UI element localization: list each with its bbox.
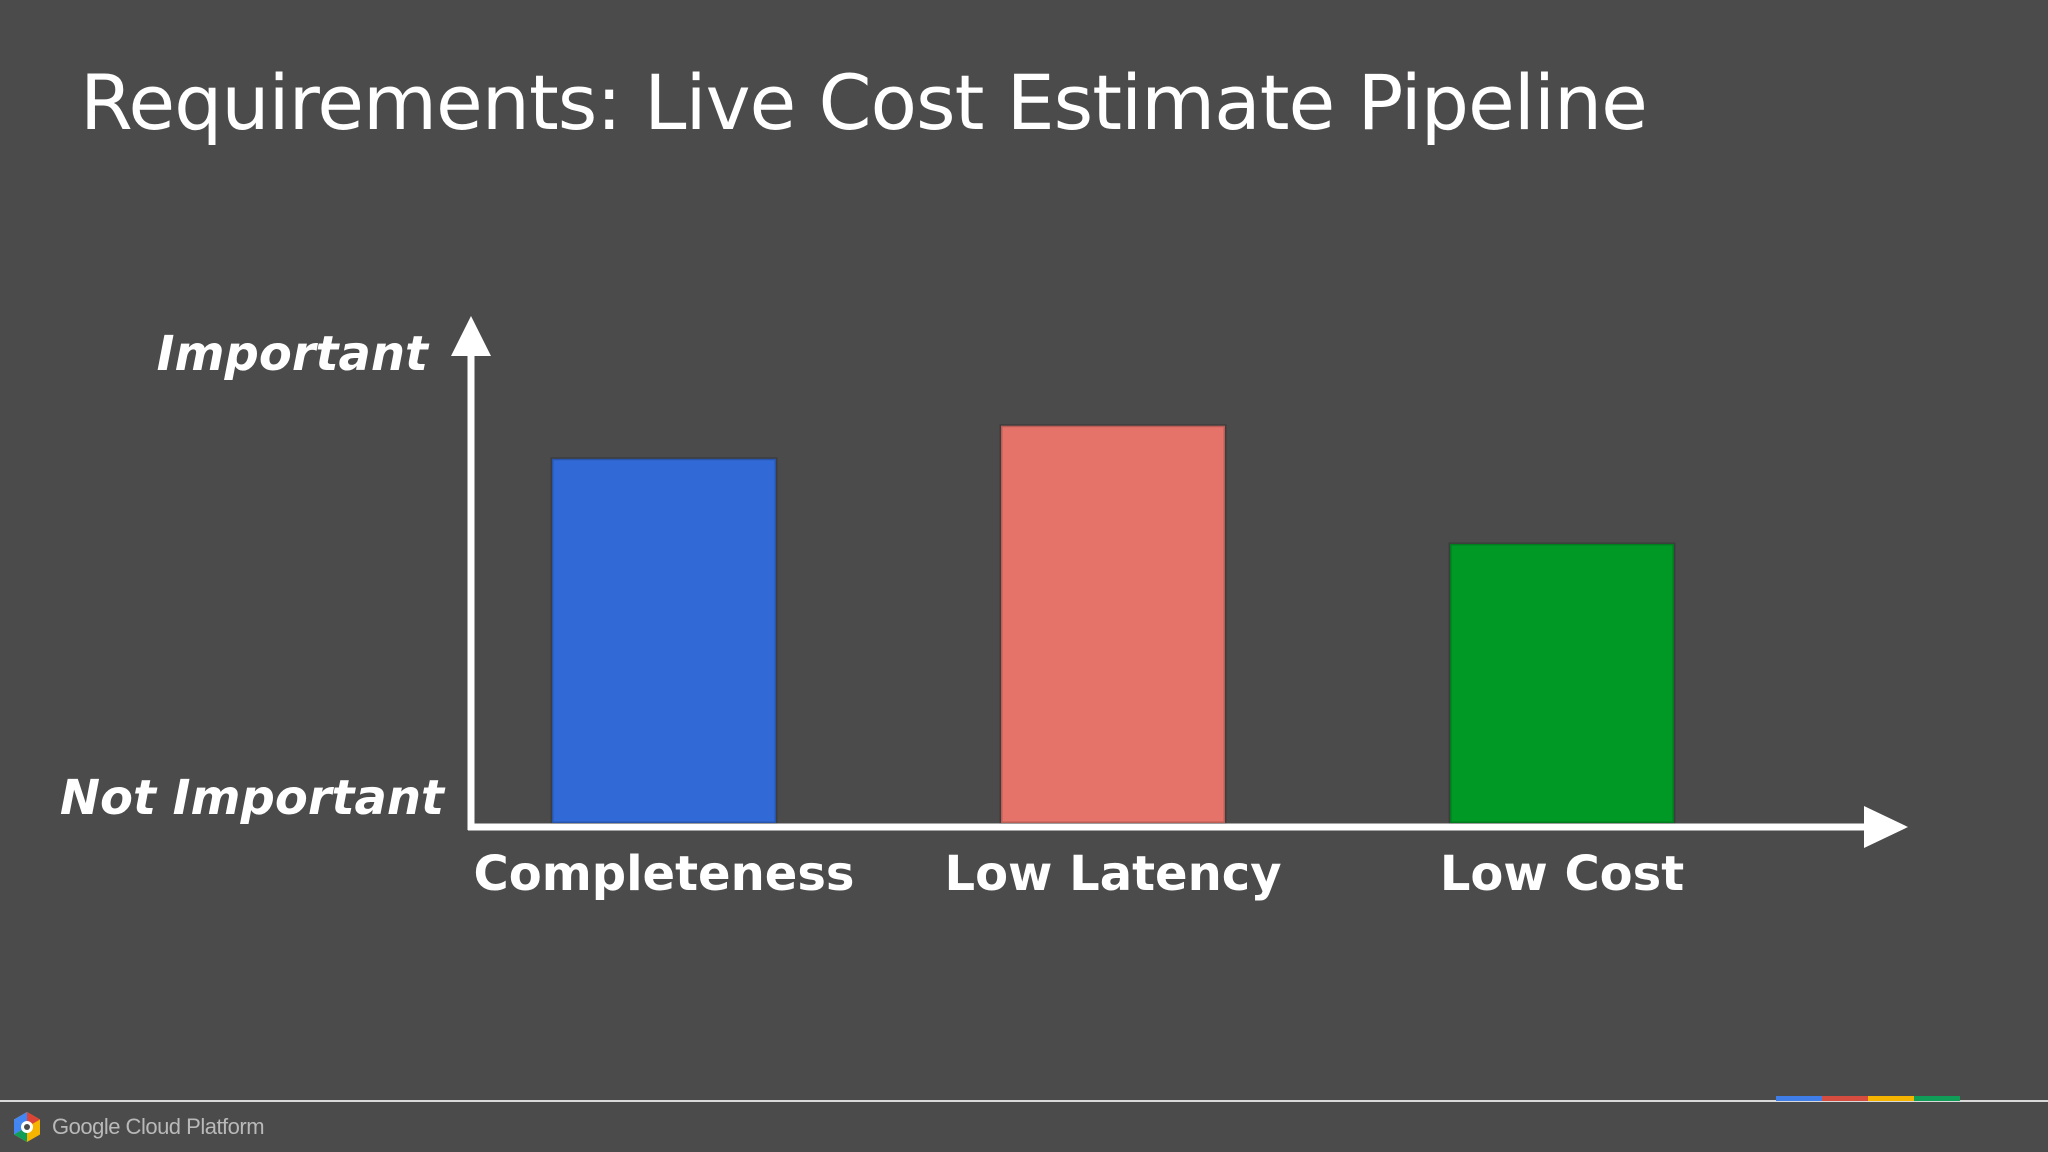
bar-low-latency [1001, 426, 1225, 823]
footer-brand-text: Google Cloud Platform [52, 1114, 264, 1140]
x-tick-label-completeness: Completeness [474, 846, 855, 902]
footer-strip-segment [1776, 1096, 1822, 1101]
footer-strip-segment [1914, 1096, 1960, 1101]
y-axis-arrowhead [451, 316, 491, 356]
x-tick-label-low-latency: Low Latency [944, 846, 1281, 902]
x-axis-arrowhead [1864, 806, 1908, 848]
bar-completeness [552, 459, 776, 823]
footer-strip-segment [1868, 1096, 1914, 1101]
footer-brand: Google Cloud Platform [10, 1110, 264, 1144]
footer-divider [0, 1100, 2048, 1102]
bar-low-cost [1450, 544, 1674, 823]
footer-color-strip [1776, 1096, 1960, 1101]
footer-strip-segment [1822, 1096, 1868, 1101]
google-cloud-logo-icon [10, 1110, 44, 1144]
x-tick-label-low-cost: Low Cost [1440, 846, 1684, 902]
x-tick-labels: Completeness Low Latency Low Cost [474, 846, 1685, 902]
bars-group [552, 426, 1674, 823]
